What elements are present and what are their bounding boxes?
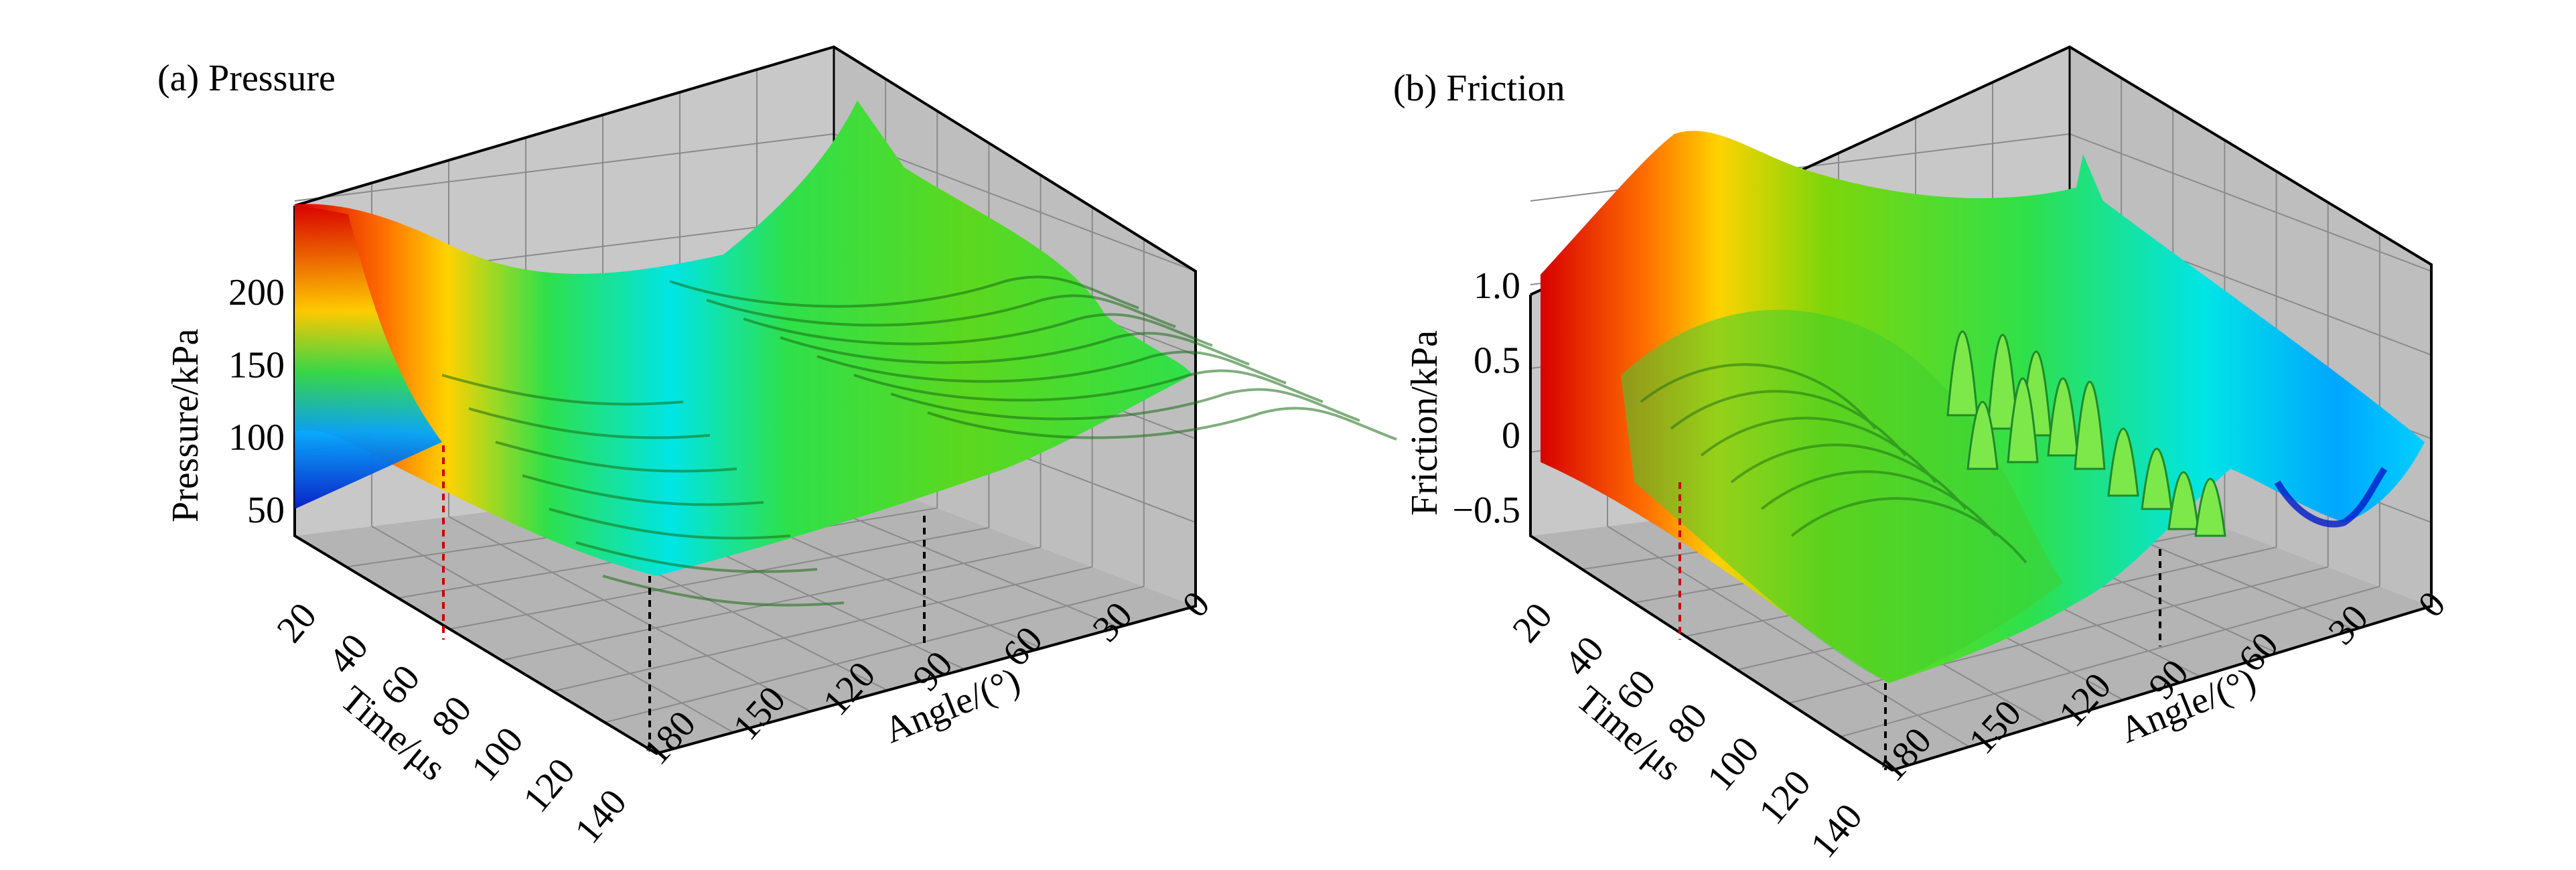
friction-surface — [1541, 131, 2425, 684]
pressure-ridge-line — [780, 332, 1250, 366]
pressure-ridge-line — [468, 407, 711, 439]
z-tick-label: 0 — [1502, 415, 1520, 456]
side-wall-grid-line — [2069, 133, 2432, 272]
floor-grid-line — [1840, 585, 2380, 737]
z-tick-label: 50 — [247, 490, 285, 531]
friction-ridge-line — [1730, 443, 1967, 510]
floor-grid-line — [1607, 525, 1970, 747]
time-tick-label: 80 — [424, 688, 480, 744]
friction-ridge-line — [1790, 497, 2027, 564]
back-wall-grid-line — [294, 133, 835, 202]
friction-spike — [2107, 427, 2139, 497]
friction-spike — [2141, 447, 2173, 510]
friction-spike — [1946, 330, 1979, 417]
time-tick-label: 120 — [515, 751, 583, 820]
friction-ridge-line — [1700, 417, 1937, 484]
pressure-surface-front — [295, 204, 442, 509]
pressure-zlabel: Pressure/kPa — [165, 329, 206, 522]
pressure-ridge-line — [602, 575, 845, 607]
pressure-title: (a) Pressure — [157, 58, 336, 99]
friction-ridge-line — [1760, 470, 1997, 537]
pressure-ridge-line — [669, 275, 1139, 309]
pressure-ridge-line — [816, 350, 1287, 384]
z-tick-label: 0.5 — [1474, 340, 1520, 382]
pressure-ridge-line — [549, 508, 791, 540]
friction-spike — [2007, 377, 2039, 463]
friction-spike — [2047, 377, 2079, 457]
friction-ridge-line — [1670, 390, 1907, 457]
time-tick-label: 140 — [1802, 796, 1870, 866]
friction-title: (b) Friction — [1393, 68, 1565, 109]
z-tick-label: 1.0 — [1474, 265, 1520, 307]
floor-grid-line — [449, 526, 989, 630]
time-tick-label: 40 — [321, 626, 376, 682]
friction-spike — [2074, 380, 2106, 470]
floor-grid-line — [1788, 566, 2328, 704]
time-tick-label: 40 — [1557, 629, 1612, 684]
friction-spike — [2194, 478, 2226, 537]
pressure-ridge-line — [575, 541, 818, 573]
pressure-ridge-line — [441, 374, 684, 406]
friction-spike — [2167, 471, 2200, 530]
pressure-ridge-line — [743, 313, 1213, 347]
z-tick-label: 150 — [228, 344, 285, 386]
pressure-ridge-line — [706, 294, 1176, 328]
pressure-surface — [295, 100, 1397, 607]
z-tick-label: 200 — [228, 272, 285, 313]
pressure-surface-face — [295, 100, 1192, 576]
pressure-ridges — [441, 275, 1397, 607]
time-tick-label: 120 — [1751, 763, 1818, 832]
pressure-ridge-line — [853, 369, 1323, 403]
friction-spike — [1966, 401, 1999, 470]
time-tick-label: 20 — [1504, 595, 1560, 651]
time-tick-label: 100 — [1699, 729, 1767, 799]
friction-spikes — [1946, 330, 2226, 537]
time-tick-label: 140 — [567, 782, 634, 851]
friction-ridges — [1640, 363, 2027, 564]
z-tick-label: −0.5 — [1452, 490, 1520, 531]
floor-grid-line — [604, 585, 1145, 723]
time-tick-label: 100 — [463, 719, 531, 789]
friction-ridge-line — [1640, 363, 1877, 430]
floor-grid-line — [553, 566, 1092, 693]
floor-grid-line — [371, 525, 734, 733]
friction-dip — [2274, 467, 2388, 528]
pressure-floor — [295, 469, 1196, 753]
z-tick-label: 100 — [228, 417, 285, 459]
pressure-ridge-line — [522, 474, 764, 506]
friction-zlabel: Friction/kPa — [1404, 330, 1445, 516]
time-tick-label: 20 — [269, 595, 324, 651]
pressure-ridge-line — [495, 441, 737, 473]
pressure-ridge-line — [927, 407, 1397, 441]
floor-grid-line — [448, 516, 811, 713]
pressure-ridge-line — [890, 388, 1360, 422]
